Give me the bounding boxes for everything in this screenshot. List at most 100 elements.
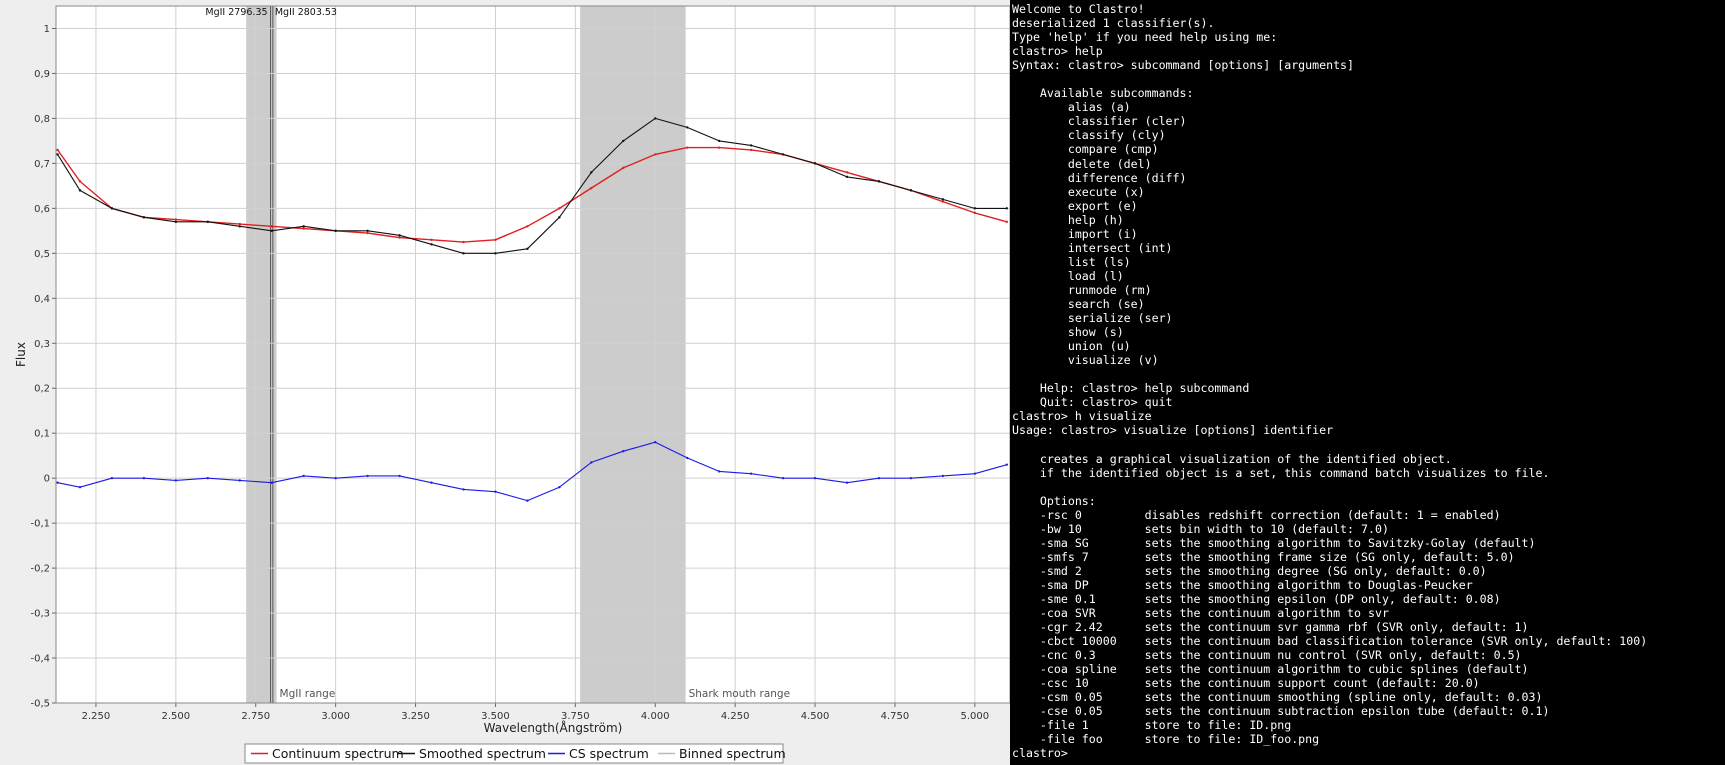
terminal-output-line: load (l) xyxy=(1012,268,1124,283)
data-point xyxy=(430,481,433,484)
terminal-output-line: Help: clastro> help subcommand xyxy=(1012,381,1250,396)
data-point xyxy=(174,218,178,221)
range-label: MgII range xyxy=(280,688,336,700)
data-point xyxy=(717,139,721,143)
data-point xyxy=(654,117,657,120)
data-point xyxy=(877,476,881,480)
data-point xyxy=(717,146,721,149)
terminal-output-line: Syntax: clastro> subcommand [options] [a… xyxy=(1012,58,1355,73)
data-point xyxy=(110,476,114,480)
data-point xyxy=(654,153,657,156)
terminal-output-line: -coa SVR sets the continuum algorithm to… xyxy=(1012,606,1389,621)
legend-item-label: Continuum spectrum xyxy=(272,746,404,761)
data-point xyxy=(909,476,913,480)
plot-area[interactable] xyxy=(56,6,1010,703)
data-point xyxy=(334,476,337,480)
terminal-output-line: deserialized 1 classifier(s). xyxy=(1012,16,1215,31)
data-point xyxy=(56,148,59,152)
data-point xyxy=(558,207,561,210)
terminal-prompt-line[interactable]: clastro> xyxy=(1012,746,1068,761)
y-tick-label: -0,4 xyxy=(30,654,50,665)
data-point xyxy=(302,227,305,230)
data-point xyxy=(174,479,178,482)
y-tick-label: 0,3 xyxy=(34,339,50,350)
terminal-output-line: list (ls) xyxy=(1012,254,1131,269)
x-axis-label: Wavelength(Ångström) xyxy=(484,720,623,735)
data-point xyxy=(430,238,433,242)
terminal-output-line: -cnc 0.3 sets the continuum nu control (… xyxy=(1012,648,1522,663)
data-point xyxy=(270,481,273,484)
data-point xyxy=(398,236,401,239)
terminal-output-line: Quit: clastro> quit xyxy=(1012,395,1173,410)
data-point xyxy=(366,231,369,235)
terminal-output-line: serialize (ser) xyxy=(1012,311,1173,326)
data-point xyxy=(686,126,689,129)
y-tick-label: -0,1 xyxy=(30,519,50,530)
x-tick-label: 5.000 xyxy=(961,711,990,722)
terminal-output-line: classifier (cler) xyxy=(1012,114,1187,129)
data-point xyxy=(749,472,753,475)
terminal-console[interactable]: Welcome to Clastro! deserialized 1 classi… xyxy=(1010,0,1725,765)
terminal-prompt-line: clastro> h visualize xyxy=(1012,409,1152,424)
terminal-output-line: -smfs 7 sets the smoothing frame size (S… xyxy=(1012,549,1515,564)
y-tick-label: 0,1 xyxy=(34,429,50,440)
data-point xyxy=(494,238,497,242)
terminal-output-line: -csc 10 sets the continuum support count… xyxy=(1012,676,1480,691)
data-point xyxy=(973,211,977,215)
data-point xyxy=(781,153,785,156)
data-point xyxy=(206,476,210,480)
data-point xyxy=(366,474,369,478)
data-point xyxy=(142,216,146,219)
data-point xyxy=(654,440,657,444)
y-tick-label: -0,3 xyxy=(30,609,50,620)
data-point xyxy=(1005,463,1009,466)
terminal-output-line: -cse 0.05 sets the continuum subtraction… xyxy=(1012,704,1550,719)
chart-legend xyxy=(244,743,784,764)
x-tick-label: 3.000 xyxy=(321,711,350,722)
x-tick-label: 4.000 xyxy=(641,711,670,722)
y-tick-label: 0 xyxy=(44,474,50,485)
data-point xyxy=(526,225,529,228)
data-point xyxy=(941,200,945,203)
y-tick-label: 0,6 xyxy=(34,204,50,215)
spectrum-chart[interactable]: MgII range Shark mouth range MgII 2796.35 M… xyxy=(0,0,1010,765)
data-point xyxy=(558,216,561,219)
legend-item-label: Smoothed spectrum xyxy=(419,746,546,761)
y-tick-label: -0,5 xyxy=(30,699,50,710)
terminal-output-line xyxy=(1012,72,1725,86)
terminal-output-line: execute (x) xyxy=(1012,184,1145,199)
x-tick-label: 4.750 xyxy=(881,711,910,722)
data-point xyxy=(558,485,561,489)
data-point xyxy=(494,252,497,255)
data-point xyxy=(110,207,114,210)
terminal-prompt-line: clastro> help xyxy=(1012,44,1103,59)
spectrum-chart-panel[interactable]: MgII range Shark mouth range MgII 2796.35 M… xyxy=(0,0,1010,765)
terminal-output-line: intersect (int) xyxy=(1012,240,1173,255)
data-point xyxy=(462,252,465,255)
plot-frame xyxy=(55,5,1010,704)
terminal-output-line: -csm 0.05 sets the continuum smoothing (… xyxy=(1012,690,1543,705)
x-tick-label: 4.500 xyxy=(801,711,830,722)
data-point xyxy=(622,139,625,143)
terminal-output-line: delete (del) xyxy=(1012,156,1152,171)
terminal-output-line: -file 1 store to file: ID.png xyxy=(1012,718,1292,733)
x-tick-label: 2.750 xyxy=(241,711,270,722)
data-point xyxy=(717,470,721,473)
data-point xyxy=(238,222,241,226)
data-point xyxy=(302,474,305,478)
terminal-output-line: export (e) xyxy=(1012,198,1138,213)
terminal-output-line: Usage: clastro> visualize [options] iden… xyxy=(1012,423,1334,438)
terminal-output-line: Options: xyxy=(1012,493,1096,508)
data-point xyxy=(366,229,369,233)
terminal-output-line: -sma DP sets the smoothing algorithm to … xyxy=(1012,577,1473,592)
terminal-output-line xyxy=(1012,367,1725,381)
y-tick-label: 0,7 xyxy=(34,159,50,170)
terminal-output-line: help (h) xyxy=(1012,212,1124,227)
y-tick-label: 0,4 xyxy=(34,294,50,305)
data-point xyxy=(56,153,59,156)
terminal-output-line: -cgr 2.42 sets the continuum svr gamma r… xyxy=(1012,620,1529,635)
terminal-output-line: alias (a) xyxy=(1012,100,1131,115)
terminal-output-line: creates a graphical visualization of the… xyxy=(1012,451,1452,466)
data-point xyxy=(973,207,977,210)
data-point xyxy=(526,499,529,502)
